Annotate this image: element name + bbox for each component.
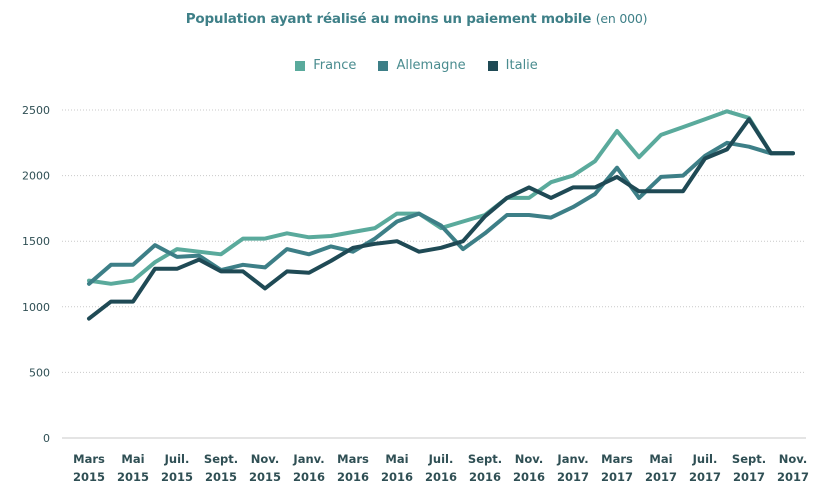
legend-item-france: France <box>295 58 356 73</box>
legend-swatch-france <box>295 60 306 71</box>
x-tick-label: Sept. <box>468 452 502 466</box>
y-axis-ticks: 0 500 1000 1500 2000 2500 <box>22 104 50 445</box>
x-tick-label-year: 2015 <box>249 470 281 484</box>
x-tick-label-year: 2015 <box>73 470 105 484</box>
x-tick-label: Mars <box>337 452 369 466</box>
series-lines <box>87 109 795 321</box>
legend-label-italie: Italie <box>505 58 538 73</box>
y-tick-label-1500: 1500 <box>22 235 50 248</box>
x-tick-label: Nov. <box>515 452 543 466</box>
x-tick-label: Mars <box>601 452 633 466</box>
x-tick-label: Mai <box>385 452 408 466</box>
legend-label-france: France <box>313 58 357 73</box>
x-tick-label: Juil. <box>428 452 454 466</box>
x-tick-label-year: 2016 <box>469 470 501 484</box>
x-tick-label: Mars <box>73 452 105 466</box>
chart-title-main: Population ayant réalisé au moins un pai… <box>185 11 592 27</box>
x-tick-label-year: 2017 <box>601 470 633 484</box>
x-tick-label: Nov. <box>251 452 279 466</box>
series-line-france <box>87 109 795 286</box>
chart-title-unit: (en 000) <box>595 11 648 26</box>
x-tick-label-year: 2016 <box>293 470 325 484</box>
legend-swatch-allemagne <box>378 60 389 71</box>
x-tick-label-year: 2017 <box>733 470 765 484</box>
x-tick-label-year: 2015 <box>205 470 237 484</box>
x-tick-label-year: 2015 <box>161 470 193 484</box>
x-tick-label: Mai <box>649 452 672 466</box>
y-tick-label-0: 0 <box>43 432 50 445</box>
legend-item-italie: Italie <box>487 58 538 73</box>
y-tick-label-2500: 2500 <box>22 104 50 117</box>
x-tick-label-year: 2017 <box>689 470 721 484</box>
legend-item-allemagne: Allemagne <box>378 58 466 73</box>
legend-swatch-italie <box>487 60 498 71</box>
series-line-allemagne <box>87 140 795 286</box>
y-tick-label-2000: 2000 <box>22 170 50 183</box>
x-tick-label: Sept. <box>204 452 238 466</box>
x-tick-label-year: 2017 <box>777 470 809 484</box>
x-tick-label-year: 2017 <box>645 470 677 484</box>
x-axis-ticks: Mars 2015 Mai 2015 Juil. 2015 Sept. 2015 Nov. 201… <box>73 452 809 484</box>
chart-title: Population ayant réalisé au moins un pai… <box>0 11 833 27</box>
x-tick-label: Juil. <box>164 452 190 466</box>
x-tick-label-year: 2016 <box>337 470 369 484</box>
series-line-italie <box>87 117 795 321</box>
x-tick-label: Janv. <box>292 452 324 466</box>
x-tick-label-year: 2016 <box>381 470 413 484</box>
x-tick-label: Sept. <box>732 452 766 466</box>
x-tick-label: Janv. <box>556 452 588 466</box>
y-tick-label-1000: 1000 <box>22 301 50 314</box>
x-tick-label: Mai <box>121 452 144 466</box>
gridlines <box>62 109 806 439</box>
x-tick-label-year: 2016 <box>513 470 545 484</box>
x-tick-label-year: 2017 <box>557 470 589 484</box>
x-tick-label-year: 2015 <box>117 470 149 484</box>
chart-legend: France Allemagne Italie <box>0 58 833 73</box>
x-tick-label: Juil. <box>692 452 718 466</box>
x-tick-label: Nov. <box>779 452 807 466</box>
x-tick-label-year: 2016 <box>425 470 457 484</box>
legend-label-allemagne: Allemagne <box>396 58 466 73</box>
y-tick-label-500: 500 <box>29 366 50 379</box>
